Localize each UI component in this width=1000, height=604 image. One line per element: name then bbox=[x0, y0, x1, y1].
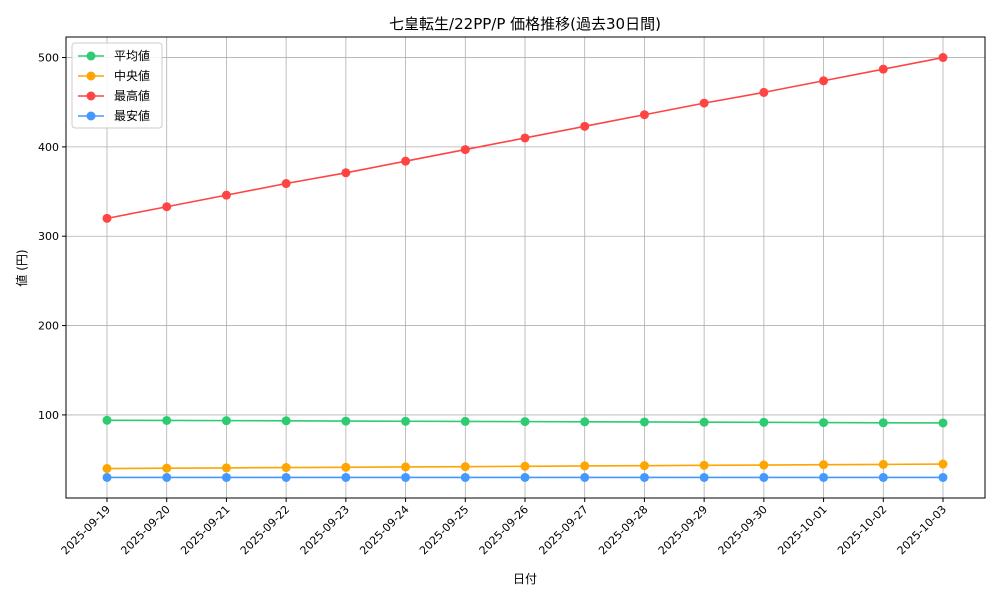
data-point bbox=[580, 121, 590, 131]
data-point bbox=[341, 472, 351, 482]
data-point bbox=[102, 213, 112, 223]
legend-marker bbox=[86, 71, 96, 81]
x-tick-label: 2025-10-03 bbox=[895, 503, 949, 557]
x-tick-label: 2025-09-19 bbox=[59, 503, 113, 557]
data-point bbox=[938, 459, 948, 469]
data-point bbox=[819, 460, 829, 470]
data-point bbox=[460, 416, 470, 426]
x-tick-label: 2025-09-23 bbox=[298, 503, 352, 557]
data-point bbox=[819, 418, 829, 428]
legend-marker bbox=[86, 111, 96, 121]
data-point bbox=[460, 145, 470, 155]
data-point bbox=[639, 461, 649, 471]
x-tick-label: 2025-09-26 bbox=[477, 503, 531, 557]
data-point bbox=[580, 417, 590, 427]
data-point bbox=[102, 464, 112, 474]
data-point bbox=[819, 76, 829, 86]
data-point bbox=[401, 472, 411, 482]
data-point bbox=[341, 462, 351, 472]
data-point bbox=[639, 417, 649, 427]
data-point bbox=[759, 472, 769, 482]
data-point bbox=[341, 168, 351, 178]
data-point bbox=[162, 463, 172, 473]
data-point bbox=[878, 64, 888, 74]
y-axis-label: 値 (円) bbox=[14, 249, 29, 286]
y-tick-label: 100 bbox=[38, 409, 59, 422]
data-point bbox=[520, 133, 530, 143]
data-point bbox=[878, 472, 888, 482]
data-point bbox=[281, 472, 291, 482]
data-point bbox=[819, 472, 829, 482]
data-point bbox=[938, 472, 948, 482]
data-point bbox=[162, 472, 172, 482]
data-point bbox=[580, 461, 590, 471]
y-tick-label: 500 bbox=[38, 52, 59, 65]
x-tick-label: 2025-09-20 bbox=[118, 503, 172, 557]
legend-label: 最高値 bbox=[114, 88, 150, 103]
data-point bbox=[520, 417, 530, 427]
data-point bbox=[221, 416, 231, 426]
x-tick-label: 2025-09-25 bbox=[417, 503, 471, 557]
data-point bbox=[580, 472, 590, 482]
data-point bbox=[938, 418, 948, 428]
data-point bbox=[341, 416, 351, 426]
data-point bbox=[401, 416, 411, 426]
data-point bbox=[221, 472, 231, 482]
data-point bbox=[401, 462, 411, 472]
data-point bbox=[759, 460, 769, 470]
plot-frame bbox=[65, 36, 986, 499]
data-point bbox=[699, 472, 709, 482]
y-tick-label: 300 bbox=[38, 230, 59, 243]
data-point bbox=[221, 463, 231, 473]
data-point bbox=[162, 202, 172, 212]
y-tick-label: 400 bbox=[38, 141, 59, 154]
data-point bbox=[699, 98, 709, 108]
chart-title: 七皇転生/22PP/P 価格推移(過去30日間) bbox=[389, 15, 661, 33]
data-point bbox=[162, 415, 172, 425]
x-tick-label: 2025-10-01 bbox=[775, 503, 829, 557]
x-tick-label: 2025-09-22 bbox=[238, 503, 292, 557]
data-point bbox=[102, 472, 112, 482]
x-axis-label: 日付 bbox=[513, 572, 537, 586]
data-point bbox=[878, 418, 888, 428]
data-point bbox=[520, 472, 530, 482]
x-tick-label: 2025-09-29 bbox=[656, 503, 710, 557]
x-tick-label: 2025-09-28 bbox=[596, 503, 650, 557]
y-tick-label: 200 bbox=[38, 320, 59, 333]
data-point bbox=[281, 179, 291, 189]
data-point bbox=[639, 472, 649, 482]
legend-label: 平均値 bbox=[114, 48, 150, 63]
legend-box bbox=[71, 42, 163, 129]
data-point bbox=[281, 416, 291, 426]
data-point bbox=[699, 417, 709, 427]
x-tick-label: 2025-09-27 bbox=[536, 503, 590, 557]
data-point bbox=[281, 463, 291, 473]
legend-label: 中央値 bbox=[114, 68, 150, 83]
data-point bbox=[639, 110, 649, 120]
data-point bbox=[699, 460, 709, 470]
data-point bbox=[102, 415, 112, 425]
data-point bbox=[520, 461, 530, 471]
data-point bbox=[221, 190, 231, 200]
data-point bbox=[938, 53, 948, 63]
x-tick-label: 2025-10-02 bbox=[835, 503, 889, 557]
x-tick-label: 2025-09-21 bbox=[178, 503, 232, 557]
data-point bbox=[759, 87, 769, 97]
data-point bbox=[878, 459, 888, 469]
x-tick-label: 2025-09-30 bbox=[716, 503, 770, 557]
legend-marker bbox=[86, 91, 96, 101]
legend-label: 最安値 bbox=[114, 108, 150, 123]
data-point bbox=[759, 417, 769, 427]
data-point bbox=[460, 472, 470, 482]
legend-marker bbox=[86, 51, 96, 61]
data-point bbox=[460, 462, 470, 472]
data-point bbox=[401, 156, 411, 166]
x-tick-label: 2025-09-24 bbox=[357, 503, 411, 557]
